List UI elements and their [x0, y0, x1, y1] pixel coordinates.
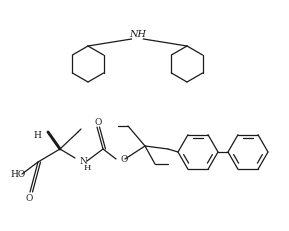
- Text: NH: NH: [129, 30, 146, 39]
- Text: HO: HO: [10, 170, 25, 179]
- Text: H: H: [33, 131, 41, 140]
- Text: H: H: [84, 163, 91, 171]
- Text: O: O: [94, 118, 102, 126]
- Text: O: O: [120, 155, 127, 164]
- Text: N: N: [79, 157, 87, 166]
- Text: O: O: [25, 193, 33, 202]
